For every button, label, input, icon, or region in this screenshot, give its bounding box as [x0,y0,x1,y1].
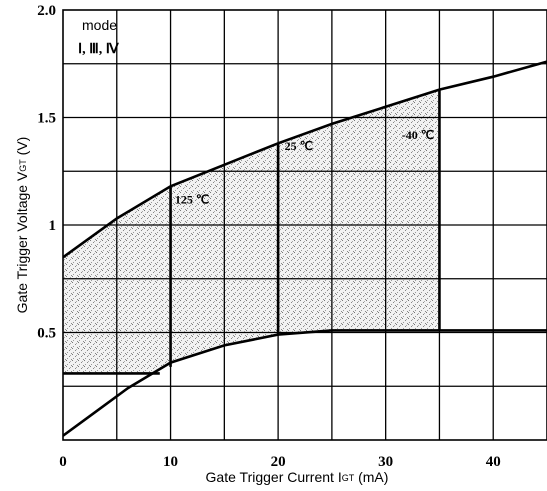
operating-region [63,89,440,374]
x-tick-label: 0 [59,454,67,470]
x-tick-label: 10 [163,454,178,470]
y-axis-label: Gate Trigger Voltage VGT (V) [14,137,30,314]
x-axis-label-main: Gate Trigger Current I [206,469,342,485]
upper-boundary-curve [63,60,547,259]
y-axis-label-sub: GT [18,159,28,172]
plot-grid [63,10,547,440]
temperature-label: 25 ℃ [285,139,313,153]
tick-labels: 0 10 20 30 40 0.5 1 1.5 2.0 [37,3,500,470]
legend-value: Ⅰ, Ⅲ, Ⅳ [78,42,120,57]
y-axis-label-unit: (V) [14,137,30,160]
x-tick-label: 20 [271,454,286,470]
plot-frame [62,9,547,441]
y-tick-label: 1 [49,218,57,234]
x-axis-label-unit: (mA) [354,469,388,485]
x-axis-label: Gate Trigger Current IGT (mA) [206,469,389,485]
temperature-labels: 125 ℃ 25 ℃ -40 ℃ [169,89,441,367]
y-tick-label: 1.5 [37,111,56,127]
legend-title: mode [82,17,117,33]
x-axis-label-sub: GT [342,473,355,483]
y-tick-label: 2.0 [37,3,56,19]
y-axis-label-main: Gate Trigger Voltage V [14,171,30,313]
x-tick-label: 30 [378,454,393,470]
temperature-label: -40 ℃ [402,128,434,142]
y-tick-label: 0.5 [37,326,56,342]
temperature-label: 125 ℃ [175,193,209,207]
x-tick-label: 40 [486,454,501,470]
